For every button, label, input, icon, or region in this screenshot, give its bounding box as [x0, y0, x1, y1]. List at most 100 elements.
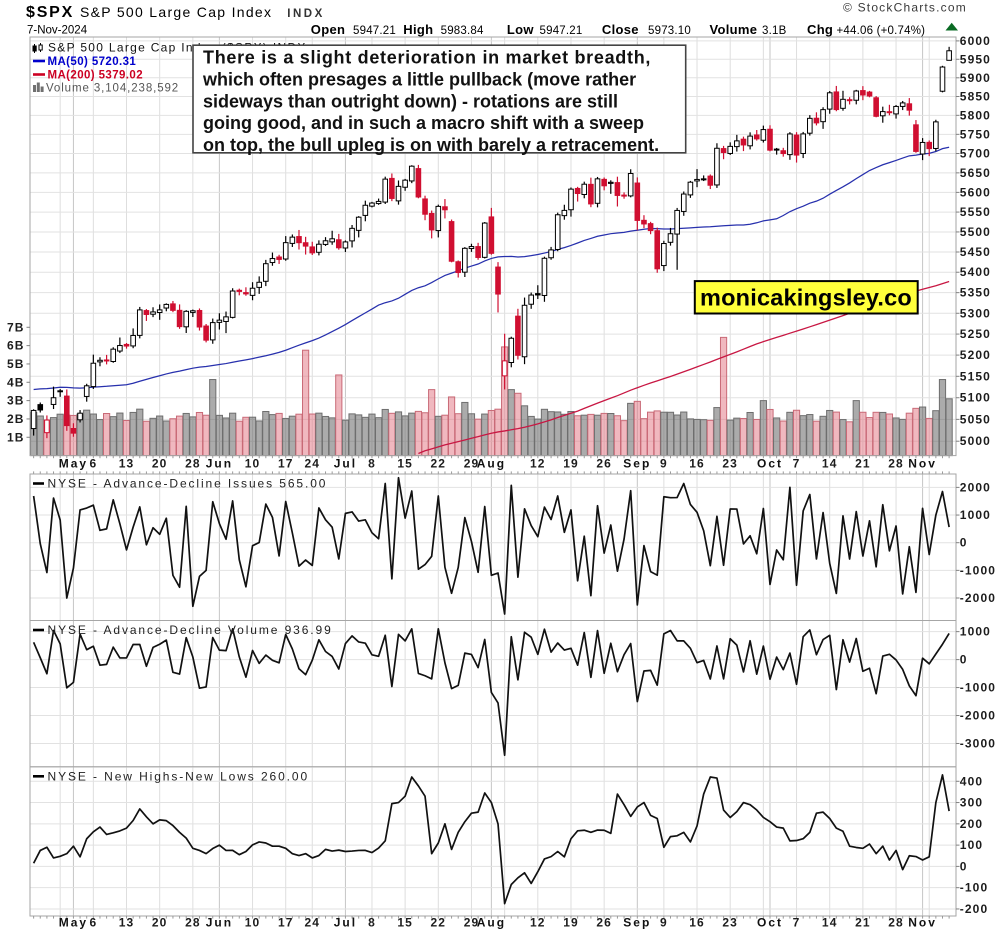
svg-text:sideways than outright down) -: sideways than outright down) - rotations… — [203, 91, 618, 111]
svg-text:5983.84: 5983.84 — [441, 25, 484, 37]
svg-text:-2000: -2000 — [960, 591, 996, 605]
svg-text:Open: Open — [311, 22, 345, 37]
svg-text:24: 24 — [304, 916, 320, 930]
svg-text:May: May — [59, 457, 88, 471]
svg-text:14: 14 — [822, 457, 838, 471]
svg-text:4B: 4B — [7, 375, 25, 389]
svg-text:6: 6 — [89, 457, 97, 471]
svg-text:6B: 6B — [7, 339, 25, 353]
svg-text:NYSE - New Highs-New Lows 260.: NYSE - New Highs-New Lows 260.00 — [48, 769, 310, 783]
svg-text:NYSE - Advance-Decline Issues: NYSE - Advance-Decline Issues 565.00 — [48, 477, 328, 491]
svg-text:High: High — [403, 22, 433, 37]
svg-text:17: 17 — [278, 457, 294, 471]
svg-text:0: 0 — [960, 653, 968, 667]
svg-text:9: 9 — [660, 916, 668, 930]
svg-text:May: May — [59, 916, 88, 930]
svg-text:Close: Close — [602, 22, 639, 37]
svg-text:200: 200 — [960, 817, 983, 831]
svg-text:8: 8 — [368, 457, 376, 471]
svg-text:28: 28 — [888, 916, 904, 930]
svg-text:5400: 5400 — [960, 265, 991, 279]
svg-text:300: 300 — [960, 796, 983, 810]
svg-text:Jul: Jul — [334, 457, 357, 471]
svg-text:5300: 5300 — [960, 306, 991, 320]
svg-text:-100: -100 — [960, 881, 988, 895]
svg-text:Oct: Oct — [757, 457, 783, 471]
svg-text:10: 10 — [245, 457, 261, 471]
svg-text:3.1B: 3.1B — [762, 25, 787, 37]
svg-text:28: 28 — [888, 457, 904, 471]
svg-text:12: 12 — [530, 916, 546, 930]
svg-text:19: 19 — [563, 916, 579, 930]
svg-text:16: 16 — [689, 457, 705, 471]
svg-text:Volume: Volume — [710, 22, 758, 37]
svg-text:$SPX: $SPX — [26, 4, 74, 21]
svg-text:16: 16 — [689, 916, 705, 930]
svg-text:-2000: -2000 — [960, 709, 996, 723]
svg-text:100: 100 — [960, 838, 983, 852]
svg-text:23: 23 — [722, 916, 738, 930]
svg-text:10: 10 — [245, 916, 261, 930]
svg-text:15: 15 — [397, 457, 413, 471]
svg-text:Sep: Sep — [623, 457, 651, 471]
svg-text:Jun: Jun — [206, 457, 233, 471]
svg-text:+44.06 (+0.74%): +44.06 (+0.74%) — [837, 25, 926, 37]
svg-text:29: 29 — [464, 916, 480, 930]
svg-text:1000: 1000 — [960, 508, 991, 522]
svg-text:28: 28 — [185, 457, 201, 471]
svg-text:7: 7 — [793, 457, 801, 471]
svg-text:S&P 500 Large Cap Index: S&P 500 Large Cap Index — [80, 4, 272, 20]
svg-text:28: 28 — [185, 916, 201, 930]
svg-text:29: 29 — [464, 457, 480, 471]
svg-text:Aug: Aug — [477, 457, 506, 471]
svg-text:6000: 6000 — [960, 34, 991, 48]
svg-text:7B: 7B — [7, 320, 25, 334]
svg-text:6: 6 — [89, 916, 97, 930]
svg-text:7: 7 — [793, 916, 801, 930]
svg-text:5900: 5900 — [960, 71, 991, 85]
svg-text:0: 0 — [960, 536, 968, 550]
svg-text:5500: 5500 — [960, 225, 991, 239]
svg-text:26: 26 — [596, 457, 612, 471]
svg-text:23: 23 — [722, 457, 738, 471]
svg-text:5200: 5200 — [960, 348, 991, 362]
svg-text:Nov: Nov — [908, 916, 937, 930]
svg-text:Nov: Nov — [908, 457, 937, 471]
svg-text:Jul: Jul — [334, 916, 357, 930]
svg-text:3B: 3B — [7, 394, 25, 408]
svg-text:5100: 5100 — [960, 391, 991, 405]
svg-text:14: 14 — [822, 916, 838, 930]
svg-text:2000: 2000 — [960, 480, 991, 494]
svg-text:-3000: -3000 — [960, 736, 996, 750]
svg-text:13: 13 — [119, 916, 135, 930]
svg-text:20: 20 — [152, 457, 168, 471]
svg-text:Oct: Oct — [757, 916, 783, 930]
svg-text:5850: 5850 — [960, 89, 991, 103]
svg-text:24: 24 — [304, 457, 320, 471]
svg-text:5750: 5750 — [960, 127, 991, 141]
svg-text:0: 0 — [960, 859, 968, 873]
svg-text:Chg: Chg — [807, 22, 833, 37]
svg-text:21: 21 — [855, 916, 871, 930]
svg-text:going good, and in such a macr: going good, and in such a macro shift wi… — [203, 113, 644, 133]
svg-text:20: 20 — [152, 916, 168, 930]
svg-text:5000: 5000 — [960, 434, 991, 448]
svg-text:5947.21: 5947.21 — [540, 25, 583, 37]
svg-text:8: 8 — [368, 916, 376, 930]
svg-text:© StockCharts.com: © StockCharts.com — [843, 1, 967, 15]
svg-text:26: 26 — [596, 916, 612, 930]
svg-text:1000: 1000 — [960, 625, 991, 639]
svg-text:5350: 5350 — [960, 286, 991, 300]
svg-text:5050: 5050 — [960, 412, 991, 426]
svg-text:INDX: INDX — [287, 8, 324, 20]
svg-text:2B: 2B — [7, 412, 25, 426]
svg-text:MA(50) 5720.31: MA(50) 5720.31 — [48, 56, 137, 68]
svg-text:Aug: Aug — [477, 916, 506, 930]
svg-text:Sep: Sep — [623, 916, 651, 930]
svg-text:5700: 5700 — [960, 147, 991, 161]
svg-text:5550: 5550 — [960, 205, 991, 219]
svg-text:5973.10: 5973.10 — [648, 25, 691, 37]
svg-text:5950: 5950 — [960, 52, 991, 66]
svg-text:-1000: -1000 — [960, 681, 996, 695]
svg-text:5650: 5650 — [960, 166, 991, 180]
